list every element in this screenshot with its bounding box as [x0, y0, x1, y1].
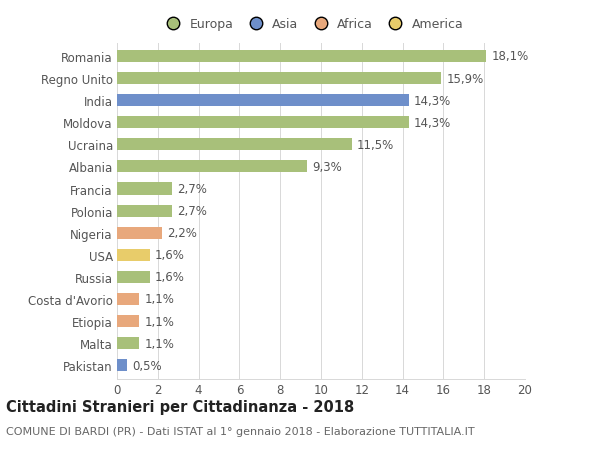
Bar — [117, 95, 409, 107]
Text: 0,5%: 0,5% — [133, 359, 162, 372]
Text: 18,1%: 18,1% — [491, 50, 529, 63]
Bar — [117, 139, 352, 151]
Legend: Europa, Asia, Africa, America: Europa, Asia, Africa, America — [155, 13, 469, 36]
Bar — [117, 205, 172, 217]
Text: 2,7%: 2,7% — [177, 183, 207, 196]
Bar — [117, 161, 307, 173]
Text: Cittadini Stranieri per Cittadinanza - 2018: Cittadini Stranieri per Cittadinanza - 2… — [6, 399, 354, 414]
Bar — [117, 183, 172, 195]
Text: 14,3%: 14,3% — [414, 117, 451, 129]
Text: 2,2%: 2,2% — [167, 227, 197, 240]
Bar — [117, 117, 409, 129]
Bar — [117, 293, 139, 305]
Text: 1,6%: 1,6% — [155, 271, 185, 284]
Text: 1,1%: 1,1% — [145, 315, 175, 328]
Text: 1,1%: 1,1% — [145, 337, 175, 350]
Text: 11,5%: 11,5% — [357, 139, 394, 151]
Bar — [117, 359, 127, 371]
Bar — [117, 227, 162, 239]
Bar — [117, 337, 139, 349]
Text: 2,7%: 2,7% — [177, 205, 207, 218]
Text: 9,3%: 9,3% — [312, 161, 341, 174]
Bar — [117, 271, 149, 283]
Text: 1,6%: 1,6% — [155, 249, 185, 262]
Text: 1,1%: 1,1% — [145, 293, 175, 306]
Text: 14,3%: 14,3% — [414, 95, 451, 107]
Bar — [117, 249, 149, 261]
Text: COMUNE DI BARDI (PR) - Dati ISTAT al 1° gennaio 2018 - Elaborazione TUTTITALIA.I: COMUNE DI BARDI (PR) - Dati ISTAT al 1° … — [6, 426, 475, 436]
Bar — [117, 315, 139, 327]
Bar — [117, 51, 486, 63]
Bar — [117, 73, 442, 85]
Text: 15,9%: 15,9% — [446, 73, 484, 85]
